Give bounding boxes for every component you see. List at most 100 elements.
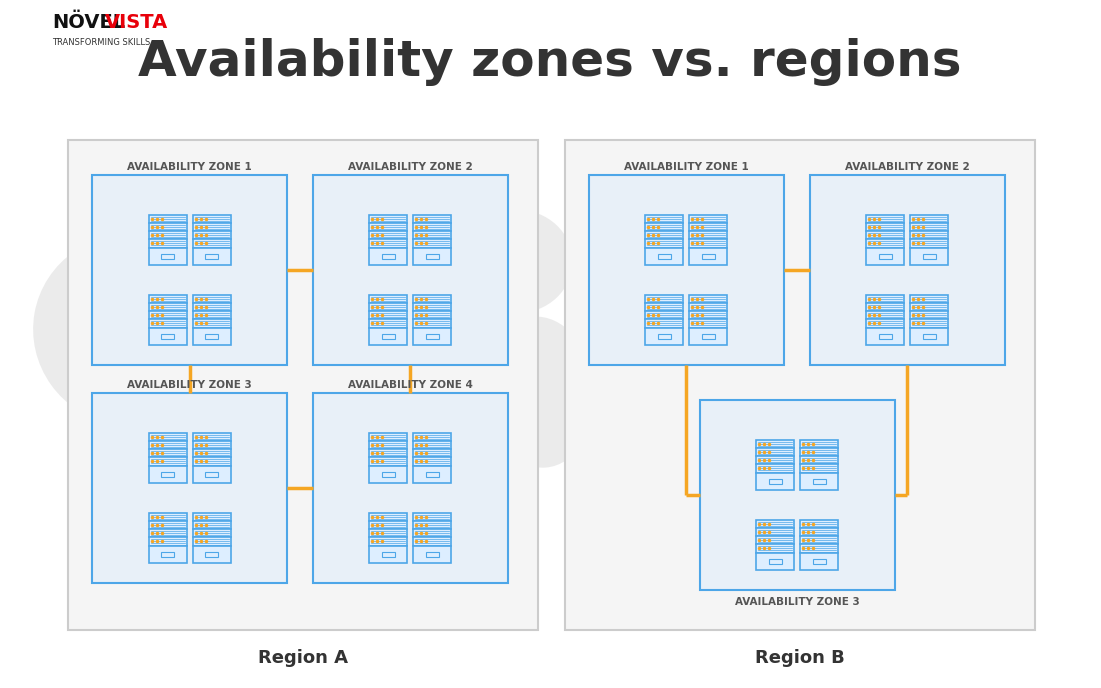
FancyBboxPatch shape bbox=[689, 223, 728, 231]
FancyBboxPatch shape bbox=[689, 319, 728, 327]
FancyBboxPatch shape bbox=[756, 440, 795, 448]
FancyBboxPatch shape bbox=[370, 537, 407, 546]
FancyBboxPatch shape bbox=[800, 536, 839, 544]
FancyBboxPatch shape bbox=[414, 303, 451, 311]
FancyBboxPatch shape bbox=[92, 393, 287, 583]
FancyBboxPatch shape bbox=[370, 458, 407, 466]
FancyBboxPatch shape bbox=[370, 295, 407, 303]
FancyBboxPatch shape bbox=[193, 537, 230, 546]
FancyBboxPatch shape bbox=[414, 327, 451, 345]
FancyBboxPatch shape bbox=[658, 334, 672, 339]
FancyBboxPatch shape bbox=[370, 215, 407, 223]
FancyBboxPatch shape bbox=[866, 295, 905, 303]
FancyBboxPatch shape bbox=[370, 546, 407, 563]
FancyBboxPatch shape bbox=[866, 248, 905, 265]
Ellipse shape bbox=[33, 234, 231, 427]
FancyBboxPatch shape bbox=[149, 537, 186, 546]
FancyBboxPatch shape bbox=[370, 521, 407, 529]
FancyBboxPatch shape bbox=[756, 536, 795, 544]
FancyBboxPatch shape bbox=[414, 529, 451, 537]
FancyBboxPatch shape bbox=[414, 449, 451, 458]
FancyBboxPatch shape bbox=[414, 521, 451, 529]
FancyBboxPatch shape bbox=[370, 231, 407, 239]
FancyBboxPatch shape bbox=[645, 327, 684, 345]
FancyBboxPatch shape bbox=[414, 248, 451, 265]
FancyBboxPatch shape bbox=[923, 334, 936, 339]
FancyBboxPatch shape bbox=[923, 254, 936, 259]
FancyBboxPatch shape bbox=[689, 215, 728, 223]
FancyBboxPatch shape bbox=[313, 393, 508, 583]
FancyBboxPatch shape bbox=[149, 248, 186, 265]
Ellipse shape bbox=[462, 210, 573, 313]
Text: Availability zones vs. regions: Availability zones vs. regions bbox=[139, 38, 962, 86]
Text: AVAILABILITY ZONE 1: AVAILABILITY ZONE 1 bbox=[127, 162, 252, 172]
FancyBboxPatch shape bbox=[911, 319, 948, 327]
FancyBboxPatch shape bbox=[800, 552, 839, 570]
Text: TRANSFORMING SKILLS: TRANSFORMING SKILLS bbox=[52, 38, 150, 47]
FancyBboxPatch shape bbox=[645, 319, 684, 327]
FancyBboxPatch shape bbox=[756, 528, 795, 536]
FancyBboxPatch shape bbox=[382, 334, 395, 339]
FancyBboxPatch shape bbox=[370, 248, 407, 265]
FancyBboxPatch shape bbox=[879, 334, 892, 339]
FancyBboxPatch shape bbox=[193, 215, 230, 223]
FancyBboxPatch shape bbox=[426, 552, 439, 557]
FancyBboxPatch shape bbox=[800, 528, 839, 536]
FancyBboxPatch shape bbox=[382, 472, 395, 477]
FancyBboxPatch shape bbox=[768, 479, 782, 484]
FancyBboxPatch shape bbox=[161, 472, 174, 477]
FancyBboxPatch shape bbox=[645, 295, 684, 303]
FancyBboxPatch shape bbox=[149, 449, 186, 458]
FancyBboxPatch shape bbox=[193, 521, 230, 529]
FancyBboxPatch shape bbox=[193, 295, 230, 303]
FancyBboxPatch shape bbox=[205, 334, 218, 339]
FancyBboxPatch shape bbox=[414, 231, 451, 239]
FancyBboxPatch shape bbox=[193, 513, 230, 521]
FancyBboxPatch shape bbox=[414, 311, 451, 319]
FancyBboxPatch shape bbox=[370, 239, 407, 248]
FancyBboxPatch shape bbox=[689, 303, 728, 311]
FancyBboxPatch shape bbox=[866, 231, 905, 239]
FancyBboxPatch shape bbox=[658, 254, 672, 259]
Text: AVAILABILITY ZONE 3: AVAILABILITY ZONE 3 bbox=[735, 597, 860, 607]
FancyBboxPatch shape bbox=[911, 239, 948, 248]
FancyBboxPatch shape bbox=[689, 295, 728, 303]
FancyBboxPatch shape bbox=[911, 223, 948, 231]
FancyBboxPatch shape bbox=[161, 334, 174, 339]
FancyBboxPatch shape bbox=[149, 295, 186, 303]
FancyBboxPatch shape bbox=[149, 327, 186, 345]
FancyBboxPatch shape bbox=[911, 327, 948, 345]
FancyBboxPatch shape bbox=[414, 223, 451, 231]
FancyBboxPatch shape bbox=[161, 552, 174, 557]
FancyBboxPatch shape bbox=[370, 513, 407, 521]
FancyBboxPatch shape bbox=[370, 319, 407, 327]
FancyBboxPatch shape bbox=[149, 303, 186, 311]
FancyBboxPatch shape bbox=[193, 529, 230, 537]
FancyBboxPatch shape bbox=[911, 248, 948, 265]
FancyBboxPatch shape bbox=[866, 223, 905, 231]
Text: VISTA: VISTA bbox=[105, 12, 168, 32]
FancyBboxPatch shape bbox=[645, 223, 684, 231]
FancyBboxPatch shape bbox=[645, 248, 684, 265]
FancyBboxPatch shape bbox=[589, 175, 784, 365]
FancyBboxPatch shape bbox=[800, 448, 839, 456]
FancyBboxPatch shape bbox=[414, 433, 451, 441]
FancyBboxPatch shape bbox=[193, 449, 230, 458]
FancyBboxPatch shape bbox=[756, 464, 795, 473]
FancyBboxPatch shape bbox=[370, 529, 407, 537]
FancyBboxPatch shape bbox=[161, 254, 174, 259]
FancyBboxPatch shape bbox=[149, 458, 186, 466]
FancyBboxPatch shape bbox=[193, 441, 230, 449]
FancyBboxPatch shape bbox=[414, 537, 451, 546]
FancyBboxPatch shape bbox=[756, 448, 795, 456]
FancyBboxPatch shape bbox=[689, 231, 728, 239]
Text: AVAILABILITY ZONE 1: AVAILABILITY ZONE 1 bbox=[624, 162, 749, 172]
FancyBboxPatch shape bbox=[193, 546, 230, 563]
FancyBboxPatch shape bbox=[382, 552, 395, 557]
FancyBboxPatch shape bbox=[426, 334, 439, 339]
FancyBboxPatch shape bbox=[800, 520, 839, 528]
FancyBboxPatch shape bbox=[414, 319, 451, 327]
FancyBboxPatch shape bbox=[68, 140, 538, 630]
FancyBboxPatch shape bbox=[370, 327, 407, 345]
FancyBboxPatch shape bbox=[193, 327, 230, 345]
